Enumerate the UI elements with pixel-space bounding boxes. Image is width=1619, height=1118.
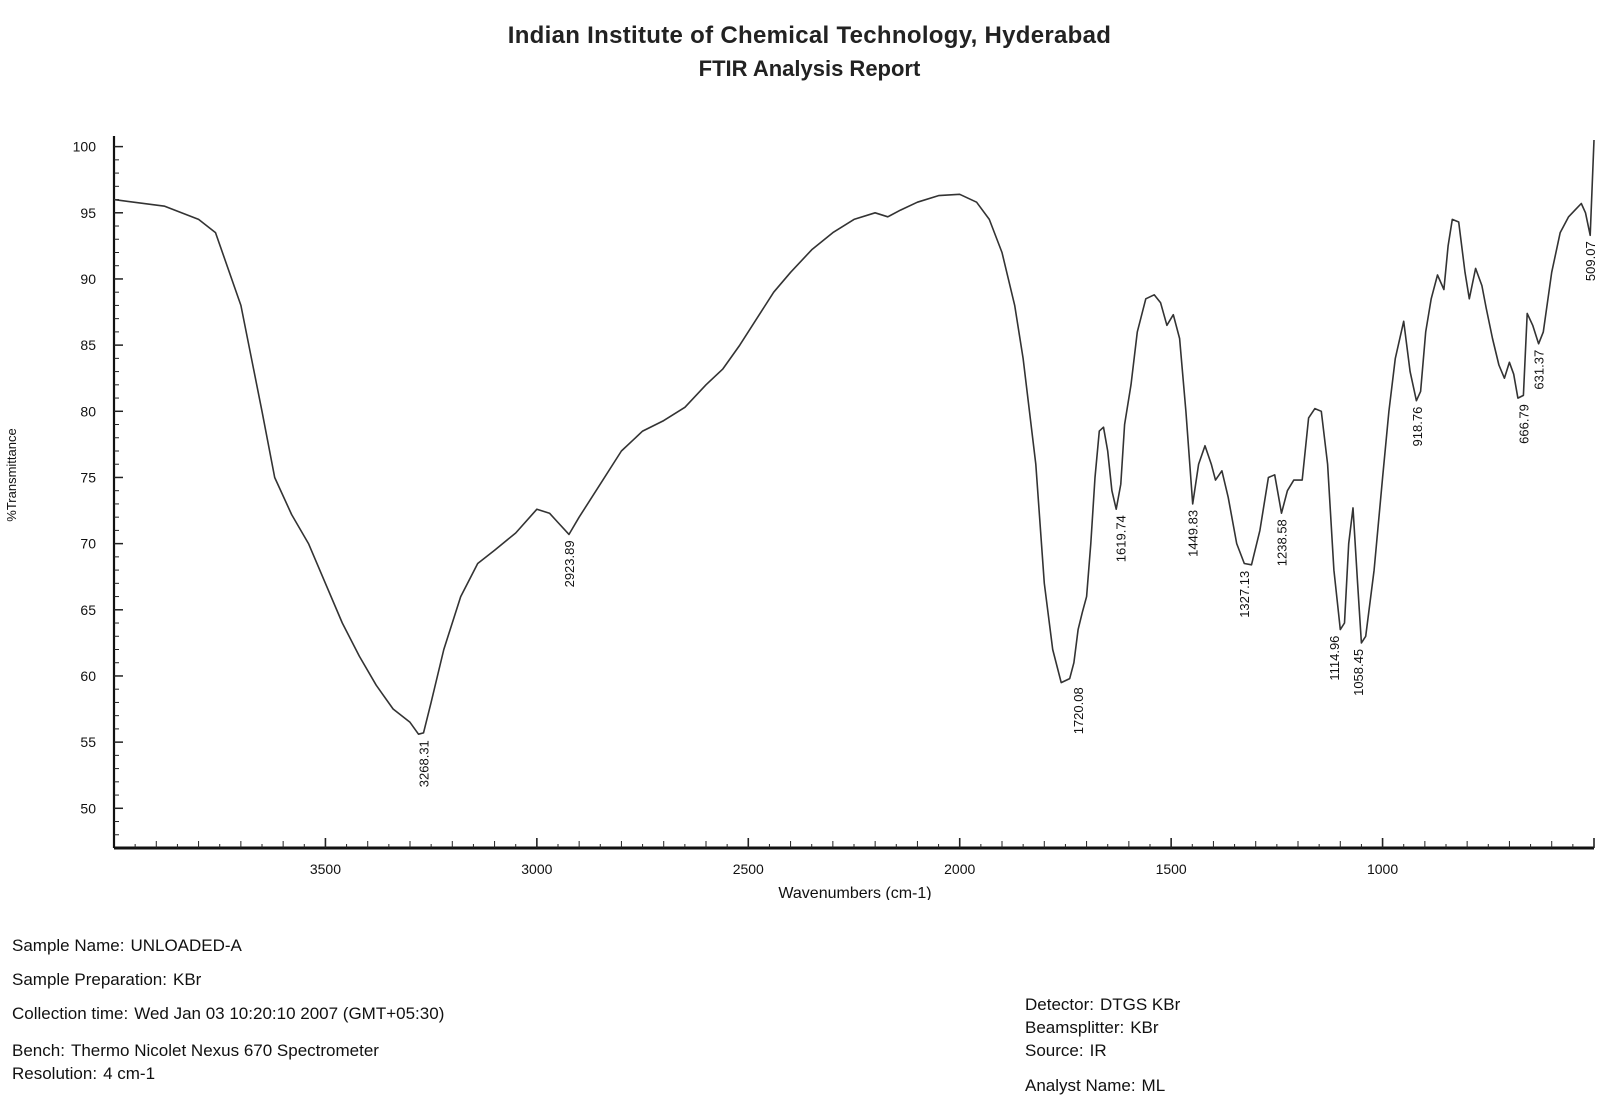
resolution-row: Resolution: 4 cm-1 (12, 1064, 155, 1084)
y-tick-label: 60 (80, 668, 96, 684)
y-tick-label: 55 (80, 734, 96, 750)
peak-annotations: 3268.31 2923.89 1720.08 1619.74 1449.83 1327.… (416, 241, 1598, 787)
spectrum-line (114, 140, 1594, 734)
y-axis: 50 55 60 65 70 75 80 85 90 95 100 (73, 136, 123, 848)
collection-time-row: Collection time: Wed Jan 03 10:20:10 2007… (12, 1004, 444, 1024)
beamsplitter-row: Beamsplitter: KBr (1025, 1018, 1159, 1038)
peak-label: 1720.08 (1071, 687, 1086, 734)
spectrum-series (114, 140, 1594, 734)
bench-value: Thermo Nicolet Nexus 670 Spectrometer (71, 1041, 379, 1060)
x-axis-label: Wavenumbers (cm-1) (778, 885, 931, 900)
peak-label: 631.37 (1531, 350, 1546, 390)
resolution-label: Resolution: (12, 1064, 97, 1083)
sample-prep-label: Sample Preparation: (12, 970, 167, 989)
analyst-label: Analyst Name: (1025, 1076, 1136, 1095)
peak-label: 1327.13 (1237, 571, 1252, 618)
collection-time-label: Collection time: (12, 1004, 128, 1023)
peak-label: 1114.96 (1327, 636, 1342, 681)
x-tick-label: 1000 (1367, 861, 1398, 877)
y-tick-label: 90 (80, 271, 96, 287)
y-tick-label: 85 (80, 337, 96, 353)
y-tick-label: 80 (80, 403, 96, 419)
peak-label: 1449.83 (1185, 510, 1200, 557)
x-tick-label: 3000 (521, 861, 552, 877)
x-tick-label: 2000 (944, 861, 975, 877)
detector-row: Detector: DTGS KBr (1025, 995, 1180, 1015)
analyst-value: ML (1142, 1076, 1166, 1095)
peak-label: 918.76 (1410, 407, 1425, 447)
peak-label: 509.07 (1583, 241, 1598, 281)
y-tick-label: 95 (80, 205, 96, 221)
ftir-chart: 50 55 60 65 70 75 80 85 90 95 100 3500 3000 2500 2000… (0, 0, 1619, 900)
source-label: Source: (1025, 1041, 1084, 1060)
peak-label: 1619.74 (1114, 515, 1129, 562)
x-tick-label: 1500 (1156, 861, 1187, 877)
x-tick-label: 2500 (733, 861, 764, 877)
resolution-value: 4 cm-1 (103, 1064, 155, 1083)
y-axis-label: %Transmittance (4, 428, 19, 521)
peak-label: 1238.58 (1275, 519, 1290, 566)
source-value: IR (1090, 1041, 1107, 1060)
analyst-row: Analyst Name: ML (1025, 1076, 1165, 1096)
sample-name-label: Sample Name: (12, 936, 124, 955)
sample-prep-value: KBr (173, 970, 201, 989)
sample-prep-row: Sample Preparation: KBr (12, 970, 201, 990)
x-tick-label: 3500 (310, 861, 341, 877)
sample-name-value: UNLOADED-A (130, 936, 241, 955)
collection-time-value: Wed Jan 03 10:20:10 2007 (GMT+05:30) (134, 1004, 444, 1023)
peak-label: 1058.45 (1351, 649, 1366, 696)
sample-name-row: Sample Name: UNLOADED-A (12, 936, 242, 956)
peak-label: 3268.31 (416, 740, 431, 787)
y-tick-label: 75 (80, 469, 96, 485)
y-tick-label: 100 (73, 139, 97, 155)
y-tick-label: 50 (80, 800, 96, 816)
detector-value: DTGS KBr (1100, 995, 1180, 1014)
bench-label: Bench: (12, 1041, 65, 1060)
y-tick-label: 70 (80, 536, 96, 552)
peak-label: 666.79 (1517, 404, 1532, 444)
detector-label: Detector: (1025, 995, 1094, 1014)
beamsplitter-label: Beamsplitter: (1025, 1018, 1124, 1037)
bench-row: Bench: Thermo Nicolet Nexus 670 Spectrome… (12, 1041, 379, 1061)
beamsplitter-value: KBr (1130, 1018, 1158, 1037)
peak-label: 2923.89 (562, 540, 577, 587)
source-row: Source: IR (1025, 1041, 1107, 1061)
x-axis: 3500 3000 2500 2000 1500 1000 (114, 838, 1594, 877)
y-tick-label: 65 (80, 602, 96, 618)
